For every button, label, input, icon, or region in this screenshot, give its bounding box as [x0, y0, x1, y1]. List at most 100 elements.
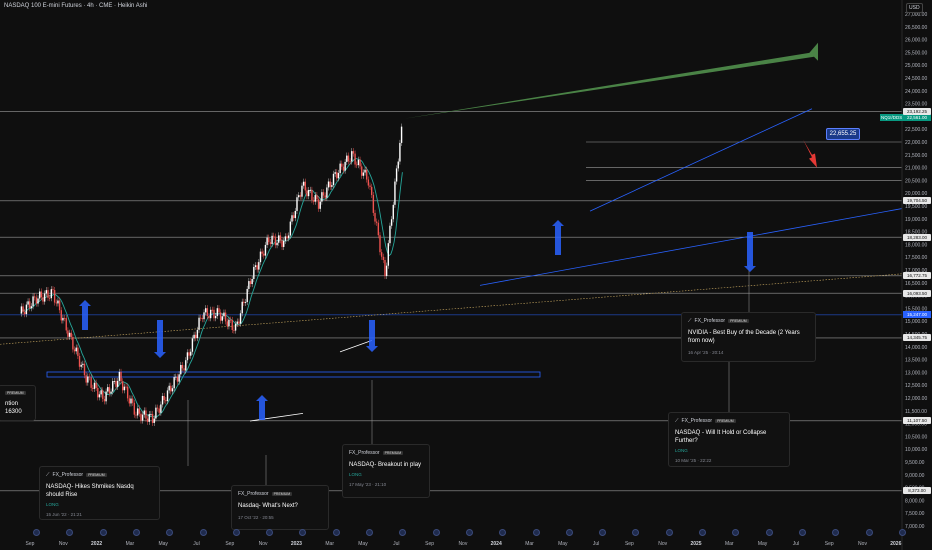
candle-body [354, 153, 356, 165]
candle-body [203, 312, 205, 320]
price-tick: 16,500.00 [905, 281, 927, 287]
event-icon[interactable] [166, 529, 174, 536]
event-icon[interactable] [732, 529, 740, 536]
event-icon[interactable] [366, 529, 373, 536]
candle-body [37, 298, 39, 304]
candle-body [334, 172, 336, 174]
candle-body [143, 410, 145, 415]
candle-body [80, 364, 82, 367]
last-price-tag: 22,561.00 [903, 114, 931, 121]
candle-body [364, 169, 366, 173]
candle-body [121, 381, 124, 391]
candle-body [385, 265, 388, 276]
event-icon[interactable] [199, 529, 207, 536]
blue-level-tag: 15,247.00 [903, 311, 931, 319]
idea-card[interactable]: FX_Professor PREMIUM Nasdaq- What's Next?… [231, 485, 329, 530]
event-icon[interactable] [299, 529, 307, 536]
candle-body [131, 398, 134, 403]
candle-body [171, 388, 174, 392]
candle-body [366, 169, 368, 180]
idea-card[interactable]: ⟋ FX_Professor PREMIUM NASDAQ - Will It Ho… [668, 412, 790, 467]
price-callout: 22,655.25 [826, 128, 860, 140]
event-icon[interactable] [832, 529, 840, 536]
candle-body [294, 210, 297, 219]
candle-body [165, 400, 167, 402]
candle-body [38, 291, 41, 299]
candle-body [264, 244, 267, 256]
idea-card[interactable]: FX_Professor PREMIUM NASDAQ- Breakout in … [342, 444, 430, 498]
candle-body [195, 334, 197, 339]
candle-body [200, 317, 202, 319]
event-icon[interactable] [232, 529, 240, 536]
candle-body [384, 260, 386, 276]
event-icon[interactable] [399, 529, 407, 536]
candle-body [29, 301, 31, 309]
time-tick: 2024 [491, 541, 502, 547]
price-level-tag: 18,283.00 [903, 233, 931, 241]
event-icon[interactable] [33, 529, 40, 536]
event-icon[interactable] [99, 529, 107, 536]
candle-body [253, 266, 255, 280]
event-icon[interactable] [565, 529, 573, 536]
candle-body [322, 192, 325, 196]
event-icon[interactable] [465, 529, 473, 536]
candle-body [48, 297, 51, 299]
candle-body [246, 288, 248, 303]
candle-body [153, 418, 155, 423]
candle-body [148, 414, 150, 422]
markup-arrow [366, 320, 378, 352]
event-icon[interactable] [532, 529, 540, 536]
idea-card[interactable]: PREMIUM ntion 16300 [0, 385, 36, 421]
markup-arrow [79, 300, 91, 330]
event-icon[interactable] [898, 529, 906, 536]
event-icon[interactable] [132, 529, 140, 536]
candle-body [359, 159, 361, 167]
long-trendline [479, 208, 903, 286]
candle-body [236, 321, 238, 324]
candle-body [390, 219, 393, 226]
event-icon[interactable] [599, 529, 607, 536]
candle-body [286, 236, 288, 239]
price-tick: 17,500.00 [905, 255, 927, 261]
idea-side: LONG [349, 472, 362, 477]
candle-body [190, 351, 192, 356]
candle-body [287, 235, 290, 239]
event-icon[interactable] [665, 529, 673, 536]
time-tick: Jul [593, 541, 599, 547]
event-icon[interactable] [332, 529, 340, 536]
candle-body [90, 377, 92, 388]
price-tick: 13,500.00 [905, 358, 927, 364]
candle-body [316, 195, 318, 200]
time-tick: Sep [225, 541, 234, 547]
idea-card[interactable]: ⟋ FX_Professor PREMIUM NASDAQ- Hikes Shmik… [39, 466, 160, 520]
event-icon[interactable] [632, 529, 640, 536]
candle-body [274, 236, 277, 246]
event-icon[interactable] [765, 529, 773, 536]
event-icon[interactable] [499, 529, 507, 536]
candle-body [70, 332, 72, 337]
event-icon[interactable] [798, 529, 806, 536]
idea-card[interactable]: ⟋ FX_Professor PREMIUM NVIDIA - Best Buy o… [681, 312, 816, 362]
event-icon[interactable] [432, 529, 440, 536]
candle-body [186, 352, 189, 361]
currency-button[interactable]: USD [906, 3, 923, 13]
candle-body [63, 317, 66, 319]
candle-body [67, 330, 69, 337]
candle-body [34, 296, 36, 298]
candle-body [224, 312, 227, 322]
candle-body [140, 413, 142, 421]
candle-body [248, 281, 250, 289]
candle-body [271, 235, 273, 244]
time-tick: Nov [458, 541, 467, 547]
candle-body [208, 316, 210, 319]
candle-body [24, 311, 26, 315]
candle-body [178, 374, 180, 382]
event-icon[interactable] [66, 529, 74, 536]
chart-title: NASDAQ 100 E-mini Futures · 4h · CME · H… [4, 3, 148, 9]
candle-body [43, 293, 46, 302]
event-icon[interactable] [699, 529, 706, 536]
event-icon[interactable] [266, 529, 274, 536]
event-icon[interactable] [865, 529, 873, 536]
candle-body [309, 189, 311, 191]
candle-body [158, 408, 160, 413]
